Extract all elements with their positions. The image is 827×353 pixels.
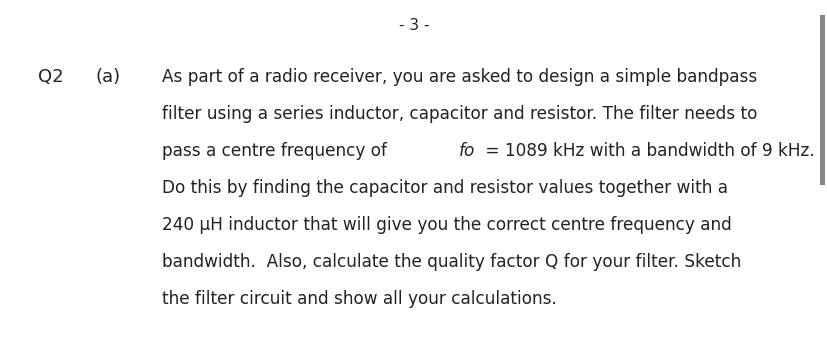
Text: bandwidth.  Also, calculate the quality factor Q for your filter. Sketch: bandwidth. Also, calculate the quality f… [162,253,740,271]
Text: As part of a radio receiver, you are asked to design a simple bandpass: As part of a radio receiver, you are ask… [162,68,757,86]
Text: filter using a series inductor, capacitor and resistor. The filter needs to: filter using a series inductor, capacito… [162,105,757,123]
Text: Do this by finding the capacitor and resistor values together with a: Do this by finding the capacitor and res… [162,179,727,197]
Text: (a): (a) [96,68,121,86]
Text: = 1089 kHz with a bandwidth of 9 kHz.: = 1089 kHz with a bandwidth of 9 kHz. [480,142,814,160]
Text: fo: fo [459,142,475,160]
Text: Q2: Q2 [38,68,64,86]
Text: 240 μH inductor that will give you the correct centre frequency and: 240 μH inductor that will give you the c… [162,216,731,234]
Text: pass a centre frequency of: pass a centre frequency of [162,142,392,160]
Bar [819,15,824,185]
Text: - 3 -: - 3 - [399,18,428,33]
Text: the filter circuit and show all your calculations.: the filter circuit and show all your cal… [162,290,557,308]
